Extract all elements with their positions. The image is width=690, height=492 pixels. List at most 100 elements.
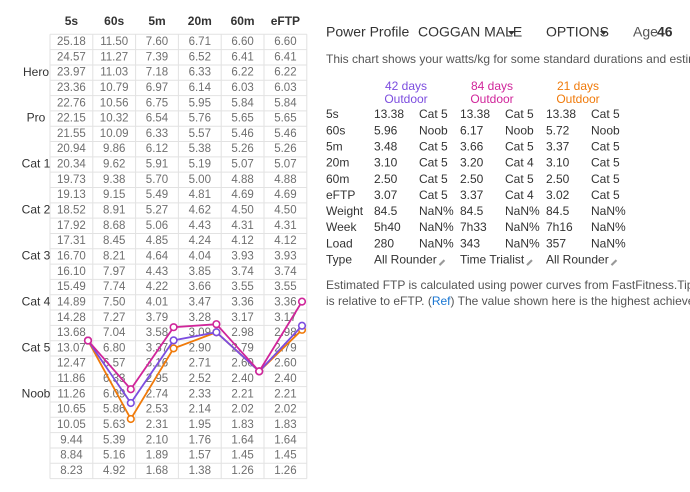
value: 84.5 xyxy=(374,204,398,218)
grid-cell: 10.79 xyxy=(100,82,129,94)
grid-cell: 9.62 xyxy=(103,159,125,171)
note-text: is relative to eFTP. ( xyxy=(326,294,432,308)
grid-cell: 2.10 xyxy=(146,434,168,446)
value: 7h33 xyxy=(460,220,487,234)
grid-cell: 19.73 xyxy=(57,174,86,186)
row-label: Cat 1 xyxy=(22,157,51,171)
grid-cell: 4.81 xyxy=(189,189,211,201)
value: 13.38 xyxy=(546,107,576,121)
grid-cell: 11.86 xyxy=(57,373,85,385)
model-dropdown[interactable]: COGGAN MALE xyxy=(418,24,522,40)
grid-cell: 6.57 xyxy=(103,358,125,370)
value: 357 xyxy=(546,236,566,250)
note: is relative to eFTP. (Ref) The value sho… xyxy=(326,294,690,308)
column-header: 20m xyxy=(188,14,212,28)
note-text: ) The value shown here is the highest ac… xyxy=(451,294,690,308)
profile-type[interactable]: All Rounder xyxy=(546,253,609,267)
row-label: Type xyxy=(326,253,352,267)
value: 7h16 xyxy=(546,220,573,234)
grid-cell: 3.93 xyxy=(274,250,296,262)
grid-cell: 2.31 xyxy=(146,419,168,431)
level: Cat 4 xyxy=(505,156,534,170)
grid-cell: 2.90 xyxy=(189,342,211,354)
level: NaN% xyxy=(419,220,454,234)
grid-cell: 5.07 xyxy=(274,159,296,171)
grid-cell: 5.63 xyxy=(103,419,125,431)
grid-cell: 3.17 xyxy=(231,312,253,324)
level: NaN% xyxy=(419,236,454,250)
profile-type[interactable]: Time Trialist xyxy=(460,253,525,267)
profile-point xyxy=(169,323,178,332)
grid-cell: 12.47 xyxy=(57,358,86,370)
grid-cell: 4.88 xyxy=(231,174,253,186)
level: NaN% xyxy=(505,204,540,218)
grid-cell: 4.12 xyxy=(274,235,296,247)
grid-cell: 5.38 xyxy=(189,143,211,155)
grid-cell: 11.50 xyxy=(100,36,128,48)
grid-cell: 5.57 xyxy=(189,128,211,140)
grid-cell: 4.85 xyxy=(146,235,168,247)
profile-point xyxy=(126,398,135,408)
level: Cat 5 xyxy=(591,156,620,170)
grid-cell: 2.40 xyxy=(231,373,253,385)
grid-cell: 8.84 xyxy=(60,450,83,462)
level: Cat 5 xyxy=(591,139,620,153)
grid-cell: 4.92 xyxy=(103,465,125,477)
grid-cell: 6.22 xyxy=(274,67,296,79)
grid-cell: 4.64 xyxy=(146,250,169,262)
row-label: 20m xyxy=(326,156,349,170)
age-value[interactable]: 46 xyxy=(657,24,673,40)
profile-point xyxy=(255,367,264,376)
level: Cat 5 xyxy=(419,188,448,202)
legend-name: 84 days xyxy=(471,79,513,93)
profile-type[interactable]: All Rounder xyxy=(374,253,437,267)
grid-cell: 1.64 xyxy=(231,434,254,446)
level: Cat 5 xyxy=(505,107,534,121)
grid-cell: 1.89 xyxy=(146,450,168,462)
grid-cell: 3.28 xyxy=(189,312,211,324)
grid-cell: 1.26 xyxy=(231,465,253,477)
grid-cell: 19.13 xyxy=(57,189,86,201)
grid-cell: 6.75 xyxy=(146,97,168,109)
grid-cell: 4.31 xyxy=(231,220,253,232)
grid-cell: 4.01 xyxy=(146,296,168,308)
grid-cell: 6.03 xyxy=(231,82,253,94)
grid-cell: 5.27 xyxy=(146,205,168,217)
level: NaN% xyxy=(591,236,626,250)
column-header: eFTP xyxy=(271,14,300,28)
level: NaN% xyxy=(505,236,540,250)
grid-cell: 16.70 xyxy=(57,250,86,262)
value: 3.66 xyxy=(460,139,484,153)
grid-cell: 17.92 xyxy=(57,220,86,232)
grid-cell: 5.07 xyxy=(231,159,253,171)
row-label: Hero xyxy=(23,65,49,79)
grid-cell: 2.74 xyxy=(146,388,169,400)
grid-cell: 4.12 xyxy=(231,235,253,247)
grid-cell: 5.06 xyxy=(146,220,168,232)
grid-cell: 5.26 xyxy=(274,143,296,155)
grid-cell: 3.85 xyxy=(189,266,211,278)
value: 3.10 xyxy=(374,156,398,170)
level: Cat 5 xyxy=(591,107,620,121)
profile-point xyxy=(169,344,178,353)
grid-cell: 14.89 xyxy=(57,296,86,308)
grid-cell: 5.65 xyxy=(231,113,253,125)
options-dropdown[interactable]: OPTIONS xyxy=(546,24,609,40)
grid-cell: 8.21 xyxy=(103,250,125,262)
row-label: Cat 5 xyxy=(22,341,51,355)
row-label: Load xyxy=(326,236,353,250)
grid-cell: 3.55 xyxy=(231,281,253,293)
ref-link[interactable]: Ref xyxy=(432,294,451,308)
level: Cat 5 xyxy=(419,172,448,186)
grid-cell: 1.64 xyxy=(274,434,297,446)
grid-cell: 2.02 xyxy=(274,404,296,416)
grid-cell: 2.52 xyxy=(189,373,211,385)
grid-cell: 2.95 xyxy=(146,373,168,385)
grid-cell: 1.45 xyxy=(274,450,296,462)
value: 3.37 xyxy=(546,139,570,153)
grid-cell: 4.04 xyxy=(189,250,212,262)
value: 84.5 xyxy=(546,204,570,218)
grid-cell: 5.00 xyxy=(189,174,211,186)
grid-cell: 20.34 xyxy=(57,159,86,171)
grid-cell: 5.65 xyxy=(274,113,296,125)
